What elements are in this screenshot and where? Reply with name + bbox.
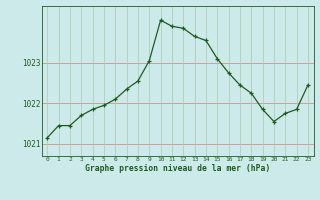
- X-axis label: Graphe pression niveau de la mer (hPa): Graphe pression niveau de la mer (hPa): [85, 164, 270, 173]
